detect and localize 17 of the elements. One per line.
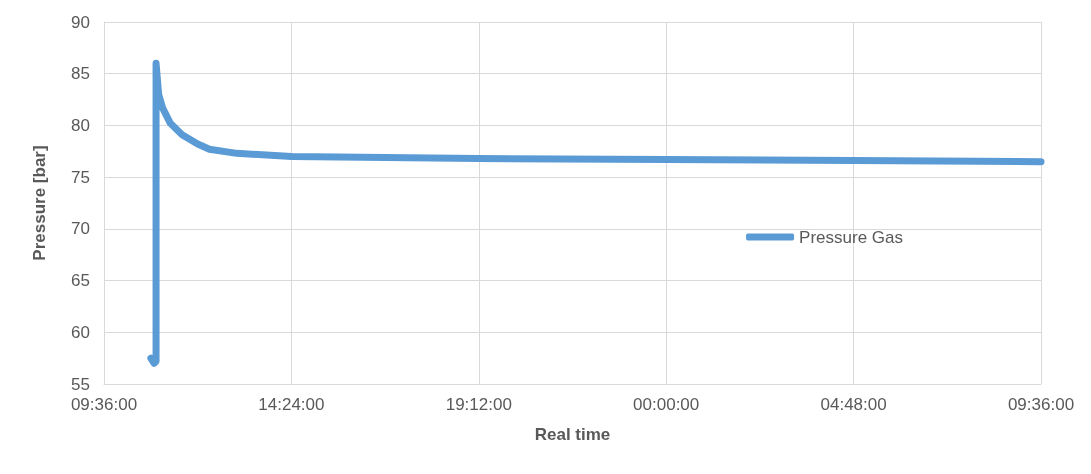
x-tick-label: 04:48:00 [820, 395, 887, 414]
x-tick-label: 00:00:00 [633, 395, 700, 414]
y-tick-label: 90 [71, 12, 90, 32]
y-tick-label: 80 [71, 115, 90, 135]
y-tick-label: 65 [71, 271, 90, 291]
x-axis-title: Real time [534, 425, 611, 444]
y-tick-label: 60 [71, 322, 90, 342]
y-axis-title: Pressure [bar] [30, 145, 49, 261]
x-tick-label: 09:36:00 [1007, 395, 1075, 414]
y-tick-label: 70 [71, 219, 90, 239]
x-tick-label: 19:12:00 [445, 395, 512, 414]
y-tick-label: 85 [71, 64, 90, 84]
y-tick-label: 75 [71, 167, 90, 187]
y-tick-label: 55 [71, 374, 90, 394]
legend-label: Pressure Gas [799, 227, 904, 247]
x-tick-label: 09:36:00 [70, 395, 138, 414]
x-tick-label: 14:24:00 [258, 395, 325, 414]
